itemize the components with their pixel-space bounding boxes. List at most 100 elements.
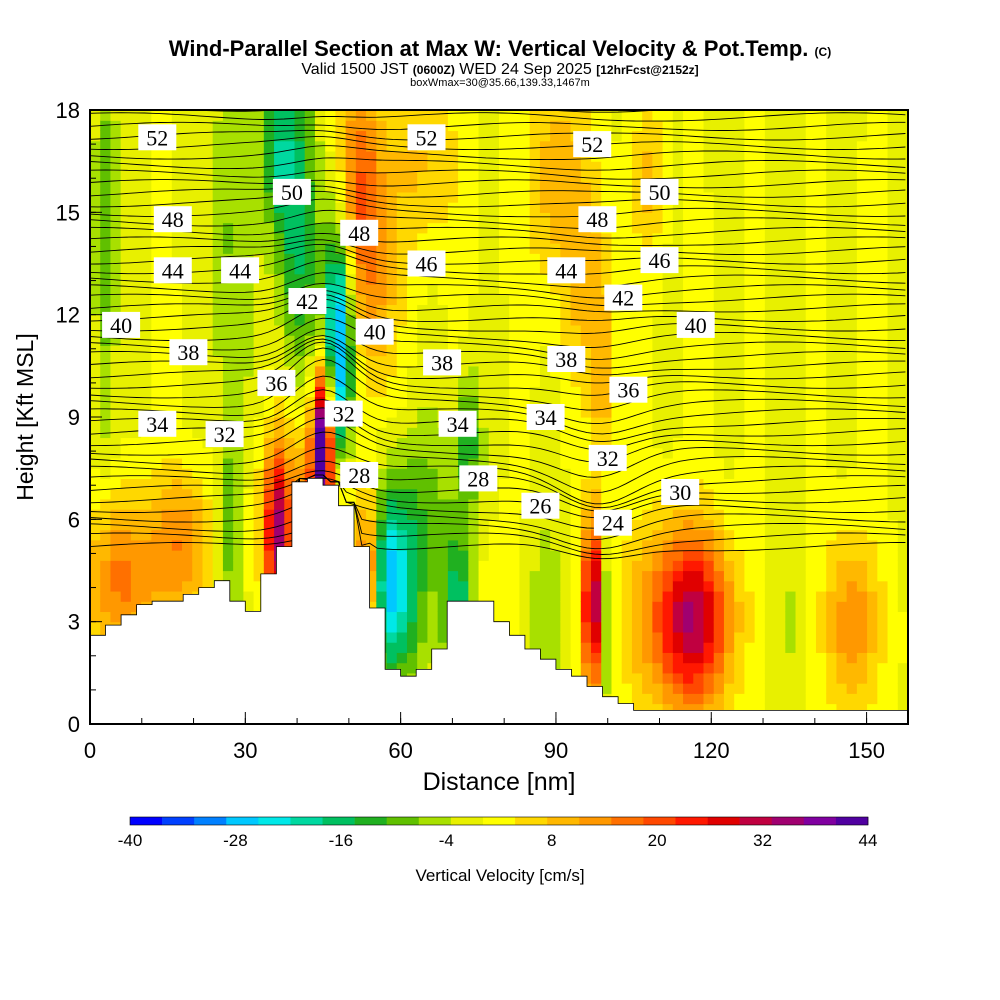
w-cell — [754, 130, 766, 142]
w-cell — [212, 140, 224, 152]
w-cell — [785, 662, 797, 674]
w-cell — [427, 406, 439, 418]
w-cell — [662, 693, 674, 705]
theta-label: 38 — [423, 349, 462, 376]
w-cell — [693, 181, 705, 193]
w-cell — [836, 232, 848, 244]
w-cell — [253, 529, 265, 541]
w-cell — [243, 191, 255, 203]
w-cell — [335, 130, 347, 142]
w-cell — [631, 222, 643, 234]
w-cell — [90, 376, 101, 387]
w-cell — [243, 590, 255, 602]
w-cell — [294, 243, 306, 254]
w-cell — [468, 171, 480, 183]
w-cell — [488, 202, 500, 213]
w-cell — [591, 386, 602, 398]
w-cell — [693, 222, 705, 234]
w-cell — [468, 304, 480, 316]
w-cell — [652, 150, 664, 162]
w-cell — [499, 150, 510, 162]
w-cell — [856, 498, 868, 510]
w-cell — [529, 110, 541, 121]
w-cell — [723, 550, 735, 561]
w-cell — [314, 468, 326, 479]
w-cell — [253, 243, 265, 254]
w-cell — [570, 110, 582, 121]
w-cell — [539, 601, 551, 613]
w-cell — [744, 642, 756, 653]
w-cell — [744, 693, 756, 705]
w-cell — [406, 652, 418, 664]
w-cell — [775, 580, 786, 592]
w-cell — [560, 509, 572, 520]
w-cell — [642, 529, 653, 541]
w-cell — [233, 478, 244, 490]
w-cell — [499, 488, 510, 500]
w-cell — [744, 273, 756, 285]
w-cell — [468, 243, 480, 254]
w-cell — [570, 427, 582, 439]
w-cell — [795, 355, 807, 367]
w-cell — [734, 335, 745, 346]
w-cell — [785, 110, 797, 121]
w-cell — [683, 294, 694, 306]
w-cell — [509, 621, 521, 633]
theta-label-text: 38 — [177, 340, 199, 365]
w-cell — [141, 263, 152, 275]
w-cell — [846, 324, 858, 336]
w-cell — [591, 324, 602, 336]
w-cell — [631, 478, 643, 490]
w-cell — [652, 621, 664, 633]
w-cell — [734, 345, 745, 357]
w-cell — [141, 335, 152, 346]
w-cell — [723, 683, 735, 694]
w-cell — [621, 161, 633, 172]
w-cell — [764, 652, 776, 664]
w-cell — [877, 232, 889, 244]
w-cell — [856, 478, 868, 490]
w-cell — [120, 447, 132, 459]
w-cell — [764, 550, 776, 561]
w-cell — [182, 447, 193, 459]
w-cell — [141, 509, 152, 520]
w-cell — [243, 529, 255, 541]
w-cell — [836, 683, 848, 694]
w-cell — [171, 120, 183, 132]
w-cell — [417, 365, 429, 377]
w-cell — [304, 427, 316, 439]
w-cell — [192, 202, 204, 213]
w-cell — [754, 335, 766, 346]
w-cell — [764, 447, 776, 459]
w-cell — [406, 570, 418, 582]
w-cell — [683, 529, 694, 541]
w-cell — [386, 580, 398, 592]
w-cell — [775, 560, 786, 572]
w-cell — [775, 468, 786, 479]
w-cell — [314, 212, 326, 224]
w-cell — [550, 478, 561, 490]
w-cell — [846, 457, 858, 469]
w-cell — [284, 314, 296, 326]
w-cell — [683, 590, 694, 602]
w-cell — [662, 365, 674, 377]
w-cell — [345, 335, 357, 346]
w-cell — [406, 478, 418, 490]
w-cell — [120, 345, 132, 357]
w-cell — [826, 406, 838, 418]
w-cell — [795, 294, 807, 306]
w-cell — [846, 488, 858, 500]
w-cell — [672, 621, 684, 633]
w-cell — [713, 488, 725, 500]
theta-contour — [90, 389, 906, 443]
w-cell — [795, 601, 807, 613]
w-cell — [744, 683, 756, 694]
w-cell — [427, 580, 439, 592]
w-cell — [611, 560, 623, 572]
w-cell — [856, 324, 868, 336]
w-cell — [90, 314, 101, 326]
w-cell — [519, 447, 531, 459]
w-cell — [723, 376, 735, 387]
w-cell — [723, 417, 735, 428]
